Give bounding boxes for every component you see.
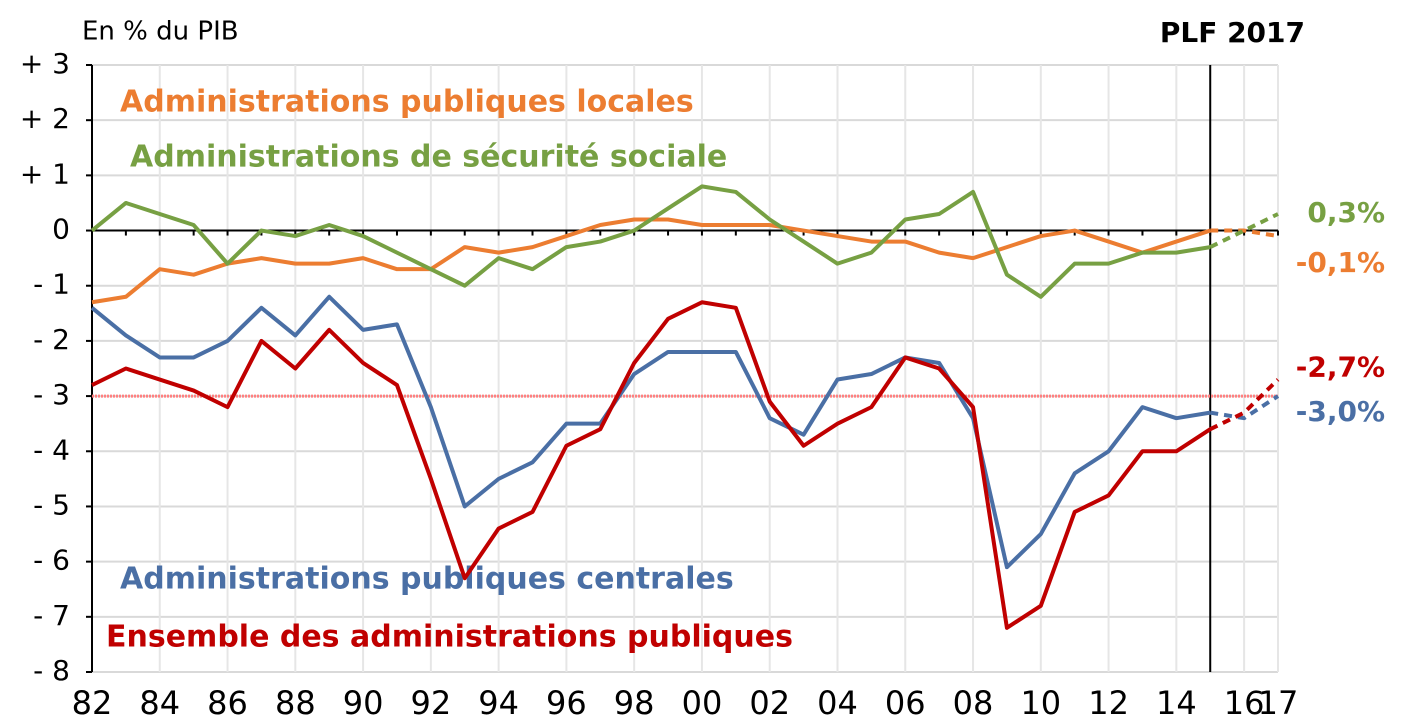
x-tick-label: 16 bbox=[1224, 684, 1265, 722]
x-tick-label: 90 bbox=[343, 684, 384, 722]
x-tick-label: 98 bbox=[614, 684, 655, 722]
x-tick-label: 96 bbox=[546, 684, 587, 722]
x-tick-label: 14 bbox=[1156, 684, 1197, 722]
x-tick-label: 00 bbox=[682, 684, 723, 722]
y-tick-label: - 6 bbox=[33, 544, 70, 577]
series-line bbox=[90, 184, 1211, 299]
x-tick-label: 94 bbox=[478, 684, 519, 722]
y-tick-label: - 2 bbox=[33, 323, 70, 356]
y-axis-label: En % du PIB bbox=[82, 17, 239, 47]
legend-label: Administrations publiques locales bbox=[120, 85, 694, 120]
x-tick-label: 84 bbox=[139, 684, 180, 722]
x-tick-label: 02 bbox=[749, 684, 790, 722]
projection-segment bbox=[1210, 228, 1279, 239]
y-tick-label: 0 bbox=[52, 213, 70, 246]
projection-segment bbox=[1209, 212, 1279, 249]
x-tick-label: 92 bbox=[410, 684, 451, 722]
end-label: -2,7% bbox=[1296, 351, 1385, 384]
x-tick-label: 10 bbox=[1020, 684, 1061, 722]
x-tick-label: 88 bbox=[275, 684, 316, 722]
x-tick-label: 04 bbox=[817, 684, 858, 722]
y-tick-label: - 8 bbox=[33, 654, 70, 687]
y-tick-label: - 1 bbox=[33, 268, 70, 301]
x-tick-label: 08 bbox=[953, 684, 994, 722]
projection-segment bbox=[1209, 394, 1280, 421]
y-tick-label: + 2 bbox=[20, 102, 70, 135]
x-tick-label: 12 bbox=[1088, 684, 1129, 722]
y-tick-label: - 3 bbox=[33, 378, 70, 411]
end-label: -3,0% bbox=[1296, 395, 1385, 428]
y-tick-label: - 4 bbox=[33, 433, 70, 466]
x-tick-label: 86 bbox=[207, 684, 248, 722]
y-tick-label: + 3 bbox=[20, 47, 70, 80]
series-line bbox=[91, 300, 1212, 630]
y-tick-label: - 5 bbox=[33, 488, 70, 521]
legend-label: Administrations publiques centrales bbox=[120, 562, 734, 597]
y-tick-label: + 1 bbox=[20, 157, 70, 190]
x-tick-label: 06 bbox=[885, 684, 926, 722]
end-label: -0,1% bbox=[1296, 246, 1385, 279]
end-label: 0,3% bbox=[1307, 196, 1385, 229]
legend-label: Administrations de sécurité sociale bbox=[130, 140, 727, 175]
x-tick-label: 17 bbox=[1258, 684, 1299, 722]
annotation: PLF 2017 bbox=[1160, 16, 1305, 49]
series-line bbox=[90, 294, 1211, 570]
x-tick-label: 82 bbox=[72, 684, 113, 722]
legend-label: Ensemble des administrations publiques bbox=[106, 620, 793, 655]
y-tick-label: - 7 bbox=[33, 599, 70, 632]
